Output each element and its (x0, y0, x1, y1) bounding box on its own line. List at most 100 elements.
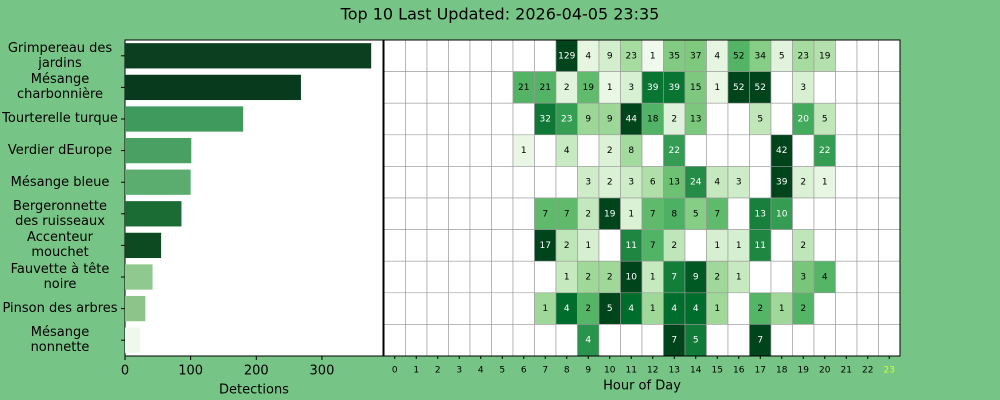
cell-label: 1 (607, 83, 613, 93)
empty-cell (878, 134, 901, 167)
cell-label: 3 (800, 83, 806, 93)
empty-cell (469, 260, 492, 294)
cell-label: 39 (647, 83, 659, 93)
x-tick-label: 200 (244, 364, 269, 379)
cell-label: 4 (628, 304, 634, 314)
empty-cell (491, 324, 514, 357)
empty-cell (555, 324, 578, 357)
cell-label: 1 (650, 273, 656, 283)
cell-label: 7 (714, 209, 720, 219)
empty-cell (856, 260, 879, 294)
cell-label: 10 (776, 209, 788, 219)
empty-cell (856, 102, 879, 136)
empty-cell (835, 324, 858, 357)
empty-cell (856, 134, 879, 167)
x-tick-label: 4 (478, 366, 484, 376)
cell-label: 8 (628, 146, 634, 156)
empty-cell (749, 260, 772, 294)
empty-cell (405, 39, 428, 72)
empty-cell (491, 197, 514, 230)
cell-label: 4 (585, 51, 591, 61)
cell-label: 2 (607, 146, 613, 156)
empty-cell (469, 71, 492, 104)
cell-label: 4 (714, 51, 720, 61)
empty-cell (469, 102, 492, 136)
cell-label: 2 (585, 273, 591, 283)
empty-cell (641, 324, 664, 357)
empty-cell (491, 102, 514, 136)
empty-cell (448, 324, 471, 357)
empty-cell (426, 260, 449, 294)
bar (125, 232, 162, 259)
empty-cell (405, 324, 428, 357)
empty-cell (878, 71, 901, 104)
cell-label: 9 (693, 273, 699, 283)
empty-cell (878, 39, 901, 72)
cell-label: 22 (669, 146, 680, 156)
empty-cell (383, 166, 406, 199)
cell-label: 7 (757, 336, 763, 346)
empty-cell (770, 102, 793, 136)
y-tick-label: Tourterelle turque (2, 111, 118, 127)
cell-label: 39 (776, 178, 788, 188)
cell-label: 37 (690, 51, 701, 61)
empty-cell (835, 197, 858, 230)
cell-label: 3 (736, 178, 742, 188)
x-tick-label: 12 (647, 366, 658, 376)
cell-label: 13 (755, 209, 766, 219)
empty-cell (491, 166, 514, 199)
x-tick-label: 3 (456, 366, 462, 376)
chart-title: Top 10 Last Updated: 2026-04-05 23:35 (340, 5, 660, 24)
empty-cell (835, 39, 858, 72)
cell-label: 9 (585, 115, 591, 125)
y-tick-label: Verdier dEurope (7, 143, 113, 159)
cell-label: 7 (542, 209, 548, 219)
empty-cell (598, 229, 621, 262)
y-tick-label: Mésange bleue (10, 174, 110, 190)
cell-label: 4 (585, 336, 591, 346)
x-tick-label: 1 (413, 366, 419, 376)
empty-cell (469, 134, 492, 167)
cell-label: 11 (626, 241, 637, 251)
y-tick-label: Mésange nonnette (30, 325, 90, 356)
empty-cell (383, 260, 406, 294)
empty-cell (426, 134, 449, 167)
empty-cell (534, 260, 557, 294)
empty-cell (469, 324, 492, 357)
empty-cell (512, 197, 535, 230)
cell-label: 4 (671, 304, 677, 314)
empty-cell (878, 292, 901, 325)
cell-label: 6 (650, 178, 656, 188)
cell-label: 1 (650, 51, 656, 61)
cell-label: 7 (671, 336, 677, 346)
empty-cell (426, 71, 449, 104)
cell-label: 35 (669, 51, 680, 61)
x-axis-label: Detections (219, 383, 289, 398)
empty-cell (684, 229, 707, 262)
empty-cell (383, 229, 406, 262)
cell-label: 2 (564, 83, 570, 93)
cell-label: 24 (690, 178, 702, 188)
empty-cell (792, 134, 815, 167)
x-tick-label: 22 (862, 366, 873, 376)
cell-label: 1 (714, 304, 720, 314)
cell-label: 3 (628, 83, 634, 93)
cell-label: 2 (564, 241, 570, 251)
cell-label: 39 (669, 83, 681, 93)
empty-cell (641, 134, 664, 167)
empty-cell (534, 324, 557, 357)
empty-cell (813, 197, 836, 230)
cell-label: 7 (650, 241, 656, 251)
cell-label: 4 (822, 273, 828, 283)
cell-label: 13 (669, 178, 680, 188)
empty-cell (770, 260, 793, 294)
cell-label: 4 (564, 304, 570, 314)
empty-cell (426, 292, 449, 325)
empty-cell (792, 197, 815, 230)
cell-label: 32 (540, 115, 551, 125)
empty-cell (405, 102, 428, 136)
cell-label: 1 (714, 83, 720, 93)
empty-cell (856, 39, 879, 72)
cell-label: 4 (693, 304, 699, 314)
